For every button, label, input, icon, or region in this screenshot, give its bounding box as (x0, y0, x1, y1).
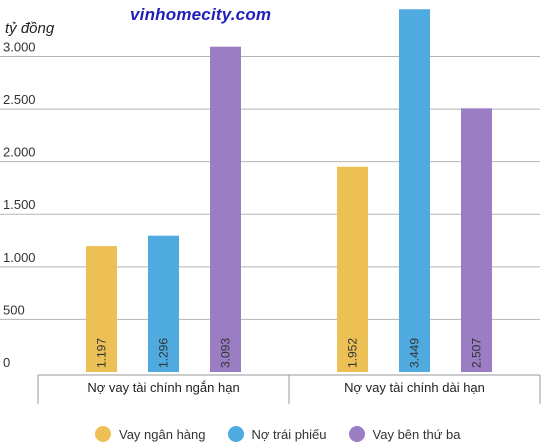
x-category-label: Nợ vay tài chính dài hạn (344, 380, 485, 395)
y-axis-unit-label: tỷ đồng (5, 20, 55, 37)
data-label: 3.449 (408, 338, 422, 368)
y-tick-label: 2.000 (3, 145, 36, 160)
data-label: 2.507 (470, 338, 484, 368)
y-tick-label: 500 (3, 302, 25, 317)
bar (148, 235, 179, 372)
data-label: 1.952 (346, 338, 360, 368)
bar (86, 246, 117, 372)
bar-chart: 0 500 1.000 1.500 2.000 2.500 3.000 1.197 1.296 3… (0, 9, 541, 404)
data-label: 3.093 (219, 338, 233, 368)
y-tick-label: 2.500 (3, 92, 36, 107)
bar (461, 108, 492, 372)
watermark: vinhomecity.com (130, 5, 272, 24)
bar (399, 9, 430, 372)
legend-label: Vay bên thứ ba (372, 426, 461, 442)
y-tick-label: 0 (3, 355, 10, 370)
bar (210, 46, 241, 373)
y-tick-label: 1.500 (3, 197, 36, 212)
bar (337, 166, 368, 372)
legend: Vay ngân hàng Nợ trái phiếu Vay bên thứ … (95, 424, 460, 444)
legend-item-bonds: Nợ trái phiếu (227, 426, 327, 442)
y-tick-label: 1.000 (3, 250, 36, 265)
legend-swatch (95, 426, 111, 442)
y-tick-label: 3.000 (3, 39, 36, 54)
data-label: 1.296 (157, 338, 171, 368)
legend-item-bank-loans: Vay ngân hàng (95, 426, 206, 442)
legend-label: Nợ trái phiếu (251, 426, 327, 442)
x-category-label: Nợ vay tài chính ngắn hạn (87, 380, 239, 395)
data-label: 1.197 (95, 338, 109, 368)
legend-label: Vay ngân hàng (119, 426, 206, 442)
legend-swatch (227, 426, 244, 442)
legend-item-third-party-loans: Vay bên thứ ba (348, 426, 461, 442)
legend-swatch (348, 426, 365, 442)
